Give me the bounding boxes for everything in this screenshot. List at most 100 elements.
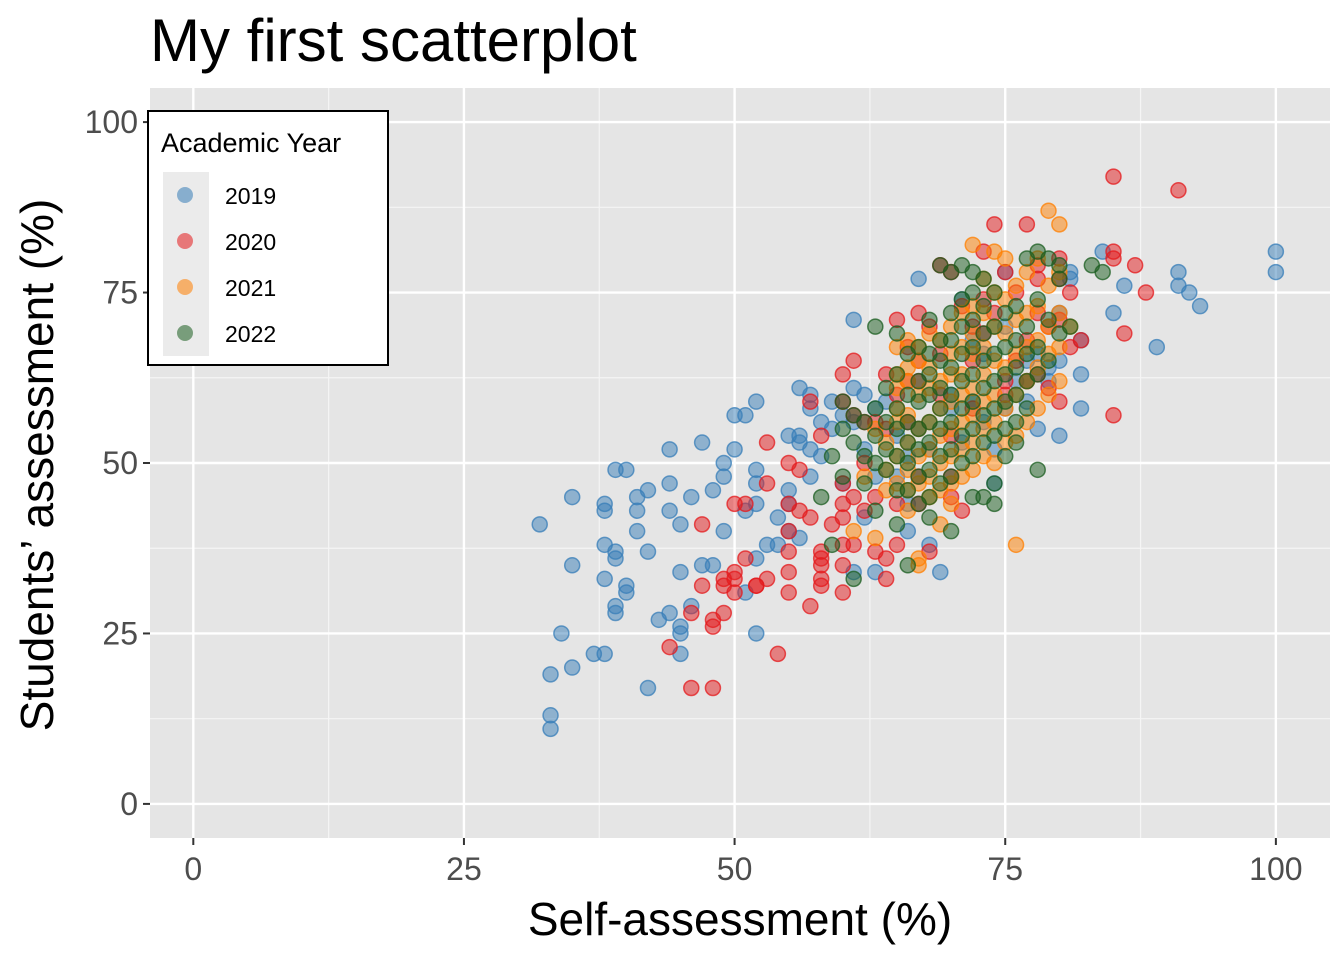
data-point: [769, 645, 787, 663]
data-point: [737, 407, 754, 424]
data-point: [845, 311, 862, 329]
data-point: [856, 386, 873, 404]
data-point: [726, 441, 743, 458]
data-point: [888, 325, 906, 342]
data-point: [683, 488, 700, 506]
data-point: [1116, 277, 1133, 294]
data-point: [899, 454, 917, 472]
data-point: [1105, 250, 1122, 267]
data-point: [737, 550, 754, 567]
data-point: [867, 427, 884, 444]
y-axis-title: Students’ assessment (%): [11, 199, 63, 732]
data-point: [553, 625, 570, 642]
data-point: [780, 543, 797, 560]
data-point: [867, 318, 884, 335]
data-point: [1170, 182, 1187, 199]
legend-entry-2020: 2020: [163, 219, 383, 265]
data-point: [596, 570, 613, 588]
data-point: [1040, 386, 1057, 404]
data-point: [563, 557, 581, 574]
data-point: [877, 461, 895, 479]
data-point: [996, 263, 1014, 281]
legend-key-dot: [177, 325, 193, 341]
data-point: [888, 536, 906, 554]
data-point: [964, 311, 982, 329]
data-point: [693, 577, 711, 594]
y-tick-label: 50: [102, 445, 138, 481]
data-point: [780, 482, 797, 499]
data-point: [1051, 372, 1068, 390]
data-point: [964, 420, 982, 438]
data-point: [964, 338, 982, 356]
data-point: [791, 461, 808, 479]
data-point: [747, 461, 765, 479]
data-point: [661, 604, 678, 622]
data-points: [531, 168, 1285, 738]
legend-key-dot: [177, 279, 193, 295]
data-point: [888, 311, 906, 329]
data-point: [758, 434, 776, 451]
axis-ticks: 0 25 50 75 100 0 25 50 75 100: [85, 104, 1303, 887]
data-point: [1181, 284, 1198, 301]
legend-label: 2019: [225, 183, 277, 209]
data-point: [715, 468, 733, 485]
data-point: [780, 584, 797, 601]
legend: Academic Year 2019 2020 2021 2022: [147, 110, 389, 366]
data-point: [942, 441, 960, 458]
data-point: [1040, 311, 1057, 329]
x-tick-label: 50: [717, 851, 753, 887]
data-point: [769, 509, 787, 526]
data-point: [639, 679, 657, 697]
data-point: [1191, 297, 1209, 315]
data-point: [834, 468, 852, 485]
data-point: [899, 482, 917, 499]
data-point: [964, 366, 982, 383]
data-point: [1051, 270, 1068, 288]
data-point: [639, 543, 657, 560]
data-point: [1105, 407, 1122, 424]
x-axis-title: Self-assessment (%): [528, 893, 952, 945]
legend-title: Academic Year: [161, 128, 342, 158]
data-point: [607, 604, 624, 622]
legend-key-dot: [177, 187, 193, 203]
legend-entry-2021: 2021: [163, 265, 383, 311]
data-point: [942, 522, 960, 540]
data-point: [1170, 263, 1187, 281]
data-point: [942, 304, 960, 322]
data-point: [812, 427, 830, 444]
data-point: [715, 604, 733, 622]
data-point: [704, 482, 722, 499]
y-tick-label: 0: [120, 786, 138, 822]
x-tick-label: 25: [446, 851, 482, 887]
data-point: [845, 488, 862, 506]
data-point: [1029, 366, 1046, 383]
data-point: [683, 679, 700, 697]
data-point: [1061, 284, 1079, 301]
data-point: [715, 454, 733, 472]
data-point: [877, 379, 895, 397]
data-point: [1137, 284, 1155, 301]
data-point: [986, 216, 1003, 233]
data-point: [921, 366, 938, 383]
data-point: [996, 250, 1014, 267]
data-point: [1051, 427, 1068, 444]
data-point: [1007, 536, 1025, 554]
data-point: [867, 400, 884, 417]
data-point: [531, 516, 548, 533]
y-tick-label: 100: [85, 104, 138, 140]
data-point: [921, 461, 938, 479]
data-point: [661, 638, 678, 656]
data-point: [942, 468, 960, 485]
data-point: [845, 352, 862, 369]
data-point: [1126, 257, 1144, 274]
data-point: [823, 536, 841, 554]
data-point: [1267, 263, 1285, 281]
data-point: [758, 570, 776, 588]
data-point: [975, 270, 992, 288]
data-point: [1105, 168, 1122, 185]
legend-entry-2019: 2019: [163, 173, 383, 219]
data-point: [921, 311, 938, 329]
data-point: [1051, 338, 1068, 356]
data-point: [628, 502, 646, 519]
data-point: [1051, 216, 1068, 233]
